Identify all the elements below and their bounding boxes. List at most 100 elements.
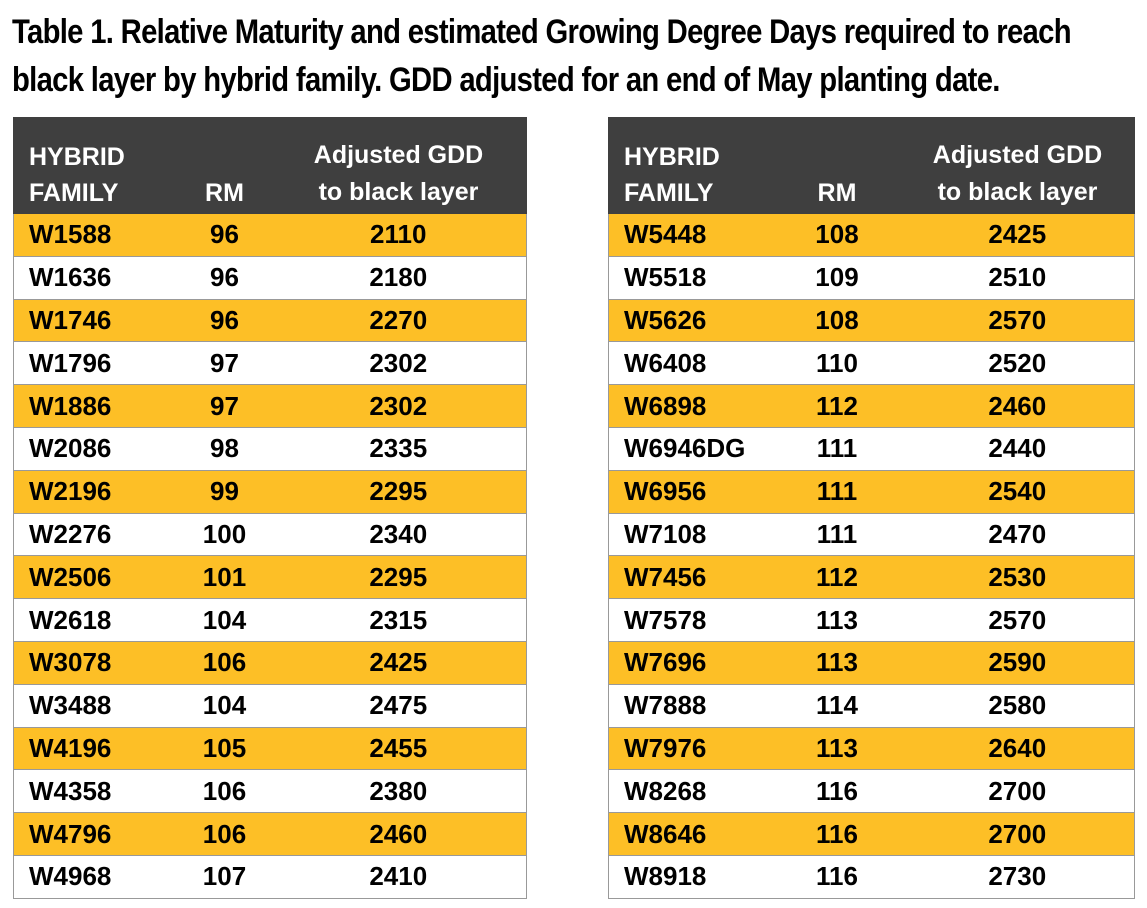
cell-hybrid-family: W5518 <box>608 255 774 300</box>
table-row: W2506 101 2295 <box>13 555 527 600</box>
cell-adjusted-gdd: 2335 <box>270 426 527 471</box>
cell-rm: 101 <box>178 555 271 600</box>
cell-hybrid-family: W6898 <box>608 384 774 428</box>
table-row: W4196 105 2455 <box>13 726 527 771</box>
cell-rm: 116 <box>773 854 901 899</box>
hybrid-table-left: HYBRID FAMILY RM Adjusted GDD to black l… <box>13 117 527 899</box>
cell-adjusted-gdd: 2640 <box>900 726 1135 771</box>
cell-hybrid-family: W6956 <box>608 469 774 514</box>
table-row: W4796 106 2460 <box>13 812 527 856</box>
header-adjusted-gdd: Adjusted GDD to black layer <box>270 117 527 214</box>
cell-hybrid-family: W3488 <box>13 683 179 728</box>
header-rm: RM <box>178 117 271 214</box>
table-body: W1588 96 2110 W1636 96 2180 W1746 96 2270 W1796 97… <box>13 213 527 899</box>
cell-rm: 110 <box>773 341 901 386</box>
cell-adjusted-gdd: 2455 <box>270 726 527 771</box>
cell-rm: 105 <box>178 726 271 771</box>
cell-rm: 104 <box>178 683 271 728</box>
cell-adjusted-gdd: 2540 <box>900 469 1135 514</box>
cell-rm: 97 <box>178 384 271 428</box>
cell-rm: 96 <box>178 213 271 257</box>
cell-rm: 99 <box>178 469 271 514</box>
cell-adjusted-gdd: 2530 <box>900 555 1135 600</box>
cell-adjusted-gdd: 2700 <box>900 769 1135 814</box>
header-gdd-line-2: to black layer <box>937 178 1098 206</box>
cell-adjusted-gdd: 2302 <box>270 384 527 428</box>
cell-rm: 113 <box>773 598 901 642</box>
cell-rm: 111 <box>773 426 901 471</box>
cell-adjusted-gdd: 2295 <box>270 555 527 600</box>
cell-hybrid-family: W2276 <box>13 512 179 557</box>
caption-line-1: Table 1. Relative Maturity and estimated… <box>12 13 1072 51</box>
table-row: W3078 106 2425 <box>13 640 527 685</box>
cell-adjusted-gdd: 2425 <box>900 213 1135 257</box>
cell-adjusted-gdd: 2315 <box>270 598 527 642</box>
table-row: W3488 104 2475 <box>13 683 527 728</box>
cell-rm: 116 <box>773 769 901 814</box>
table-row: W1796 97 2302 <box>13 341 527 386</box>
cell-hybrid-family: W6946DG <box>608 426 774 471</box>
table-row: W4968 107 2410 <box>13 854 527 899</box>
cell-hybrid-family: W1746 <box>13 298 179 343</box>
table-row: W5626 108 2570 <box>608 298 1135 343</box>
header-gdd-line-2: to black layer <box>318 178 479 206</box>
table-row: W6408 110 2520 <box>608 341 1135 386</box>
cell-adjusted-gdd: 2580 <box>900 683 1135 728</box>
table-row: W2196 99 2295 <box>13 469 527 514</box>
cell-rm: 112 <box>773 384 901 428</box>
cell-rm: 96 <box>178 255 271 300</box>
cell-adjusted-gdd: 2460 <box>270 812 527 856</box>
cell-adjusted-gdd: 2302 <box>270 341 527 386</box>
cell-adjusted-gdd: 2380 <box>270 769 527 814</box>
cell-hybrid-family: W6408 <box>608 341 774 386</box>
table-row: W2276 100 2340 <box>13 512 527 557</box>
hybrid-table-right: HYBRID FAMILY RM Adjusted GDD to black l… <box>608 117 1135 899</box>
table-row: W8268 116 2700 <box>608 769 1135 814</box>
cell-rm: 98 <box>178 426 271 471</box>
table-caption: Table 1. Relative Maturity and estimated… <box>12 8 1072 104</box>
cell-hybrid-family: W2618 <box>13 598 179 642</box>
header-family-line-2: FAMILY <box>624 179 714 207</box>
cell-rm: 111 <box>773 469 901 514</box>
cell-rm: 106 <box>178 812 271 856</box>
header-hybrid-family: HYBRID FAMILY <box>608 117 774 214</box>
header-family-line-1: HYBRID <box>29 143 125 171</box>
cell-rm: 114 <box>773 683 901 728</box>
table-row: W6946DG 111 2440 <box>608 426 1135 471</box>
table-row: W6956 111 2540 <box>608 469 1135 514</box>
cell-hybrid-family: W8268 <box>608 769 774 814</box>
table-row: W1746 96 2270 <box>13 298 527 343</box>
header-family-line-1: HYBRID <box>624 143 720 171</box>
cell-hybrid-family: W4358 <box>13 769 179 814</box>
cell-hybrid-family: W2506 <box>13 555 179 600</box>
table-row: W7696 113 2590 <box>608 640 1135 685</box>
cell-hybrid-family: W1886 <box>13 384 179 428</box>
cell-hybrid-family: W2086 <box>13 426 179 471</box>
table-row: W7108 111 2470 <box>608 512 1135 557</box>
cell-hybrid-family: W1796 <box>13 341 179 386</box>
cell-hybrid-family: W4796 <box>13 812 179 856</box>
table-row: W8646 116 2700 <box>608 812 1135 856</box>
cell-hybrid-family: W7578 <box>608 598 774 642</box>
cell-hybrid-family: W7976 <box>608 726 774 771</box>
cell-adjusted-gdd: 2425 <box>270 640 527 685</box>
cell-rm: 104 <box>178 598 271 642</box>
table-header-row: HYBRID FAMILY RM Adjusted GDD to black l… <box>608 117 1135 214</box>
cell-hybrid-family: W8918 <box>608 854 774 899</box>
cell-adjusted-gdd: 2730 <box>900 854 1135 899</box>
cell-rm: 106 <box>178 640 271 685</box>
cell-adjusted-gdd: 2340 <box>270 512 527 557</box>
cell-hybrid-family: W8646 <box>608 812 774 856</box>
cell-adjusted-gdd: 2700 <box>900 812 1135 856</box>
cell-adjusted-gdd: 2180 <box>270 255 527 300</box>
table-row: W5518 109 2510 <box>608 255 1135 300</box>
cell-adjusted-gdd: 2470 <box>900 512 1135 557</box>
header-gdd-line-1: Adjusted GDD <box>932 141 1103 169</box>
cell-rm: 97 <box>178 341 271 386</box>
header-rm: RM <box>773 117 901 214</box>
table-row: W7456 112 2530 <box>608 555 1135 600</box>
cell-hybrid-family: W5626 <box>608 298 774 343</box>
cell-rm: 109 <box>773 255 901 300</box>
cell-rm: 106 <box>178 769 271 814</box>
table-row: W1886 97 2302 <box>13 384 527 428</box>
